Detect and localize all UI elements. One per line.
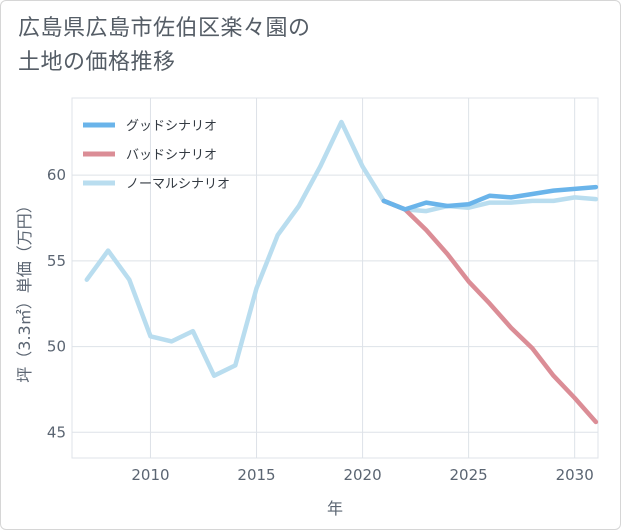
chart-title: 広島県広島市佐伯区楽々園の 土地の価格推移 bbox=[18, 12, 398, 80]
tick-labels: 2010 2015 2020 2025 2030 45 50 55 60 bbox=[47, 166, 594, 484]
y-tick-label: 60 bbox=[47, 166, 66, 184]
x-tick-label: 2015 bbox=[237, 466, 275, 484]
legend-label: バッドシナリオ bbox=[126, 148, 217, 163]
legend-label: グッドシナリオ bbox=[126, 119, 217, 134]
series-line-0 bbox=[381, 184, 599, 212]
legend-item-2[interactable]: ノーマルシナリオ bbox=[83, 177, 230, 192]
y-tick-label: 45 bbox=[47, 423, 66, 441]
x-tick-label: 2030 bbox=[556, 466, 594, 484]
chart-title-line-2: 土地の価格推移 bbox=[18, 50, 176, 75]
x-axis-title: 年 bbox=[327, 499, 343, 518]
chart-title-line-1: 広島県広島市佐伯区楽々園の bbox=[18, 16, 311, 41]
y-tick-label: 50 bbox=[47, 338, 66, 356]
legend-item-1[interactable]: バッドシナリオ bbox=[83, 148, 217, 163]
legend-item-0[interactable]: グッドシナリオ bbox=[83, 119, 217, 134]
x-tick-label: 2020 bbox=[343, 466, 381, 484]
x-tick-label: 2025 bbox=[450, 466, 488, 484]
y-axis-title: 坪（3.3㎡）単価（万円） bbox=[15, 197, 34, 382]
series-layer bbox=[84, 119, 599, 425]
legend-label: ノーマルシナリオ bbox=[126, 177, 230, 192]
series-line-2 bbox=[84, 119, 599, 378]
y-tick-label: 55 bbox=[47, 252, 66, 270]
series-line-1 bbox=[381, 198, 599, 425]
plot-area bbox=[71, 97, 599, 459]
x-tick-label: 2010 bbox=[131, 466, 169, 484]
